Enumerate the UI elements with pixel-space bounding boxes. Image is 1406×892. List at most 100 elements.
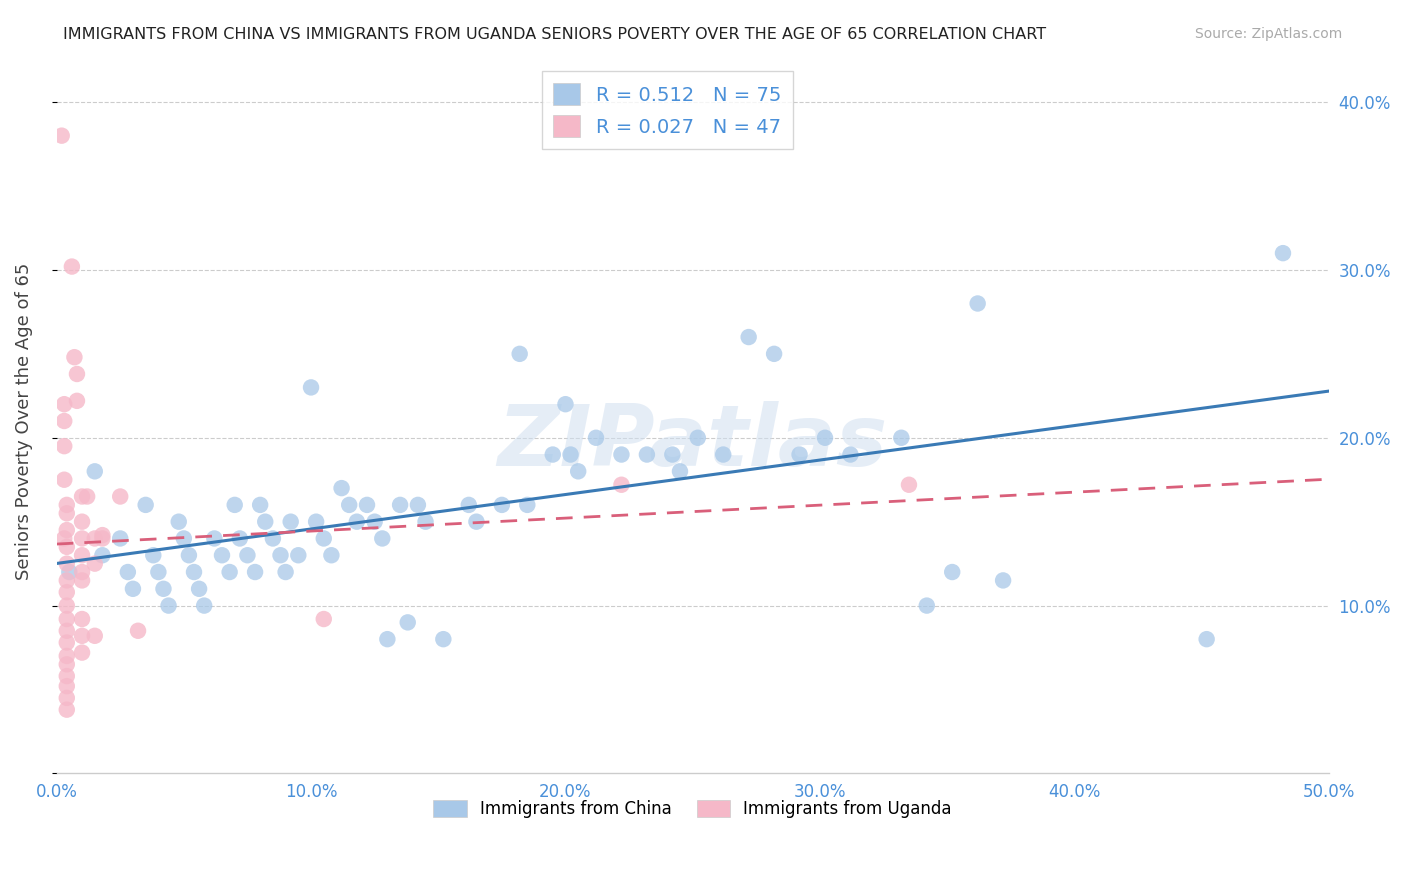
Point — [83, 557, 105, 571]
Text: ZIPatlas: ZIPatlas — [498, 401, 887, 483]
Point — [183, 565, 205, 579]
Point — [56, 585, 79, 599]
Point — [76, 490, 98, 504]
Point — [1195, 632, 1218, 647]
Point — [56, 498, 79, 512]
Point — [312, 612, 335, 626]
Point — [516, 498, 538, 512]
Point — [56, 599, 79, 613]
Point — [53, 439, 76, 453]
Point — [711, 448, 734, 462]
Point — [839, 448, 862, 462]
Point — [177, 548, 200, 562]
Point — [135, 498, 157, 512]
Point — [274, 565, 297, 579]
Point — [66, 367, 89, 381]
Point — [610, 448, 633, 462]
Point — [53, 397, 76, 411]
Point — [636, 448, 658, 462]
Point — [60, 260, 83, 274]
Y-axis label: Seniors Poverty Over the Age of 65: Seniors Poverty Over the Age of 65 — [15, 262, 32, 580]
Point — [299, 380, 322, 394]
Point — [56, 648, 79, 663]
Point — [915, 599, 938, 613]
Point — [236, 548, 259, 562]
Point — [56, 624, 79, 638]
Point — [56, 523, 79, 537]
Point — [110, 490, 132, 504]
Point — [363, 515, 385, 529]
Point — [53, 473, 76, 487]
Point — [56, 669, 79, 683]
Point — [56, 679, 79, 693]
Point — [70, 565, 93, 579]
Point — [243, 565, 266, 579]
Point — [122, 582, 145, 596]
Point — [70, 548, 93, 562]
Point — [305, 515, 328, 529]
Point — [56, 635, 79, 649]
Point — [465, 515, 488, 529]
Point — [406, 498, 429, 512]
Point — [56, 703, 79, 717]
Point — [229, 532, 252, 546]
Point — [173, 532, 195, 546]
Point — [287, 548, 309, 562]
Point — [56, 574, 79, 588]
Point — [91, 548, 114, 562]
Point — [70, 612, 93, 626]
Point — [211, 548, 233, 562]
Point — [337, 498, 360, 512]
Point — [890, 431, 912, 445]
Point — [66, 393, 89, 408]
Point — [70, 574, 93, 588]
Point — [763, 347, 786, 361]
Point — [1272, 246, 1295, 260]
Point — [280, 515, 302, 529]
Point — [457, 498, 479, 512]
Point — [56, 657, 79, 672]
Point — [91, 532, 114, 546]
Point — [56, 690, 79, 705]
Point — [814, 431, 837, 445]
Point — [70, 532, 93, 546]
Point — [610, 477, 633, 491]
Point — [262, 532, 284, 546]
Point — [70, 490, 93, 504]
Point — [509, 347, 531, 361]
Point — [167, 515, 190, 529]
Point — [966, 296, 988, 310]
Point — [91, 528, 114, 542]
Point — [941, 565, 963, 579]
Point — [70, 515, 93, 529]
Text: IMMIGRANTS FROM CHINA VS IMMIGRANTS FROM UGANDA SENIORS POVERTY OVER THE AGE OF : IMMIGRANTS FROM CHINA VS IMMIGRANTS FROM… — [63, 27, 1046, 42]
Point — [686, 431, 709, 445]
Point — [432, 632, 454, 647]
Legend: Immigrants from China, Immigrants from Uganda: Immigrants from China, Immigrants from U… — [427, 794, 959, 825]
Point — [157, 599, 180, 613]
Point — [83, 629, 105, 643]
Point — [567, 464, 589, 478]
Point — [789, 448, 811, 462]
Point — [63, 350, 86, 364]
Point — [110, 532, 132, 546]
Point — [53, 414, 76, 428]
Point — [897, 477, 920, 491]
Point — [70, 646, 93, 660]
Point — [541, 448, 564, 462]
Text: Source: ZipAtlas.com: Source: ZipAtlas.com — [1195, 27, 1343, 41]
Point — [554, 397, 576, 411]
Point — [396, 615, 419, 630]
Point — [321, 548, 343, 562]
Point — [58, 565, 80, 579]
Point — [51, 128, 73, 143]
Point — [312, 532, 335, 546]
Point — [56, 557, 79, 571]
Point — [188, 582, 211, 596]
Point — [270, 548, 292, 562]
Point — [254, 515, 277, 529]
Point — [56, 612, 79, 626]
Point — [371, 532, 394, 546]
Point — [148, 565, 170, 579]
Point — [224, 498, 246, 512]
